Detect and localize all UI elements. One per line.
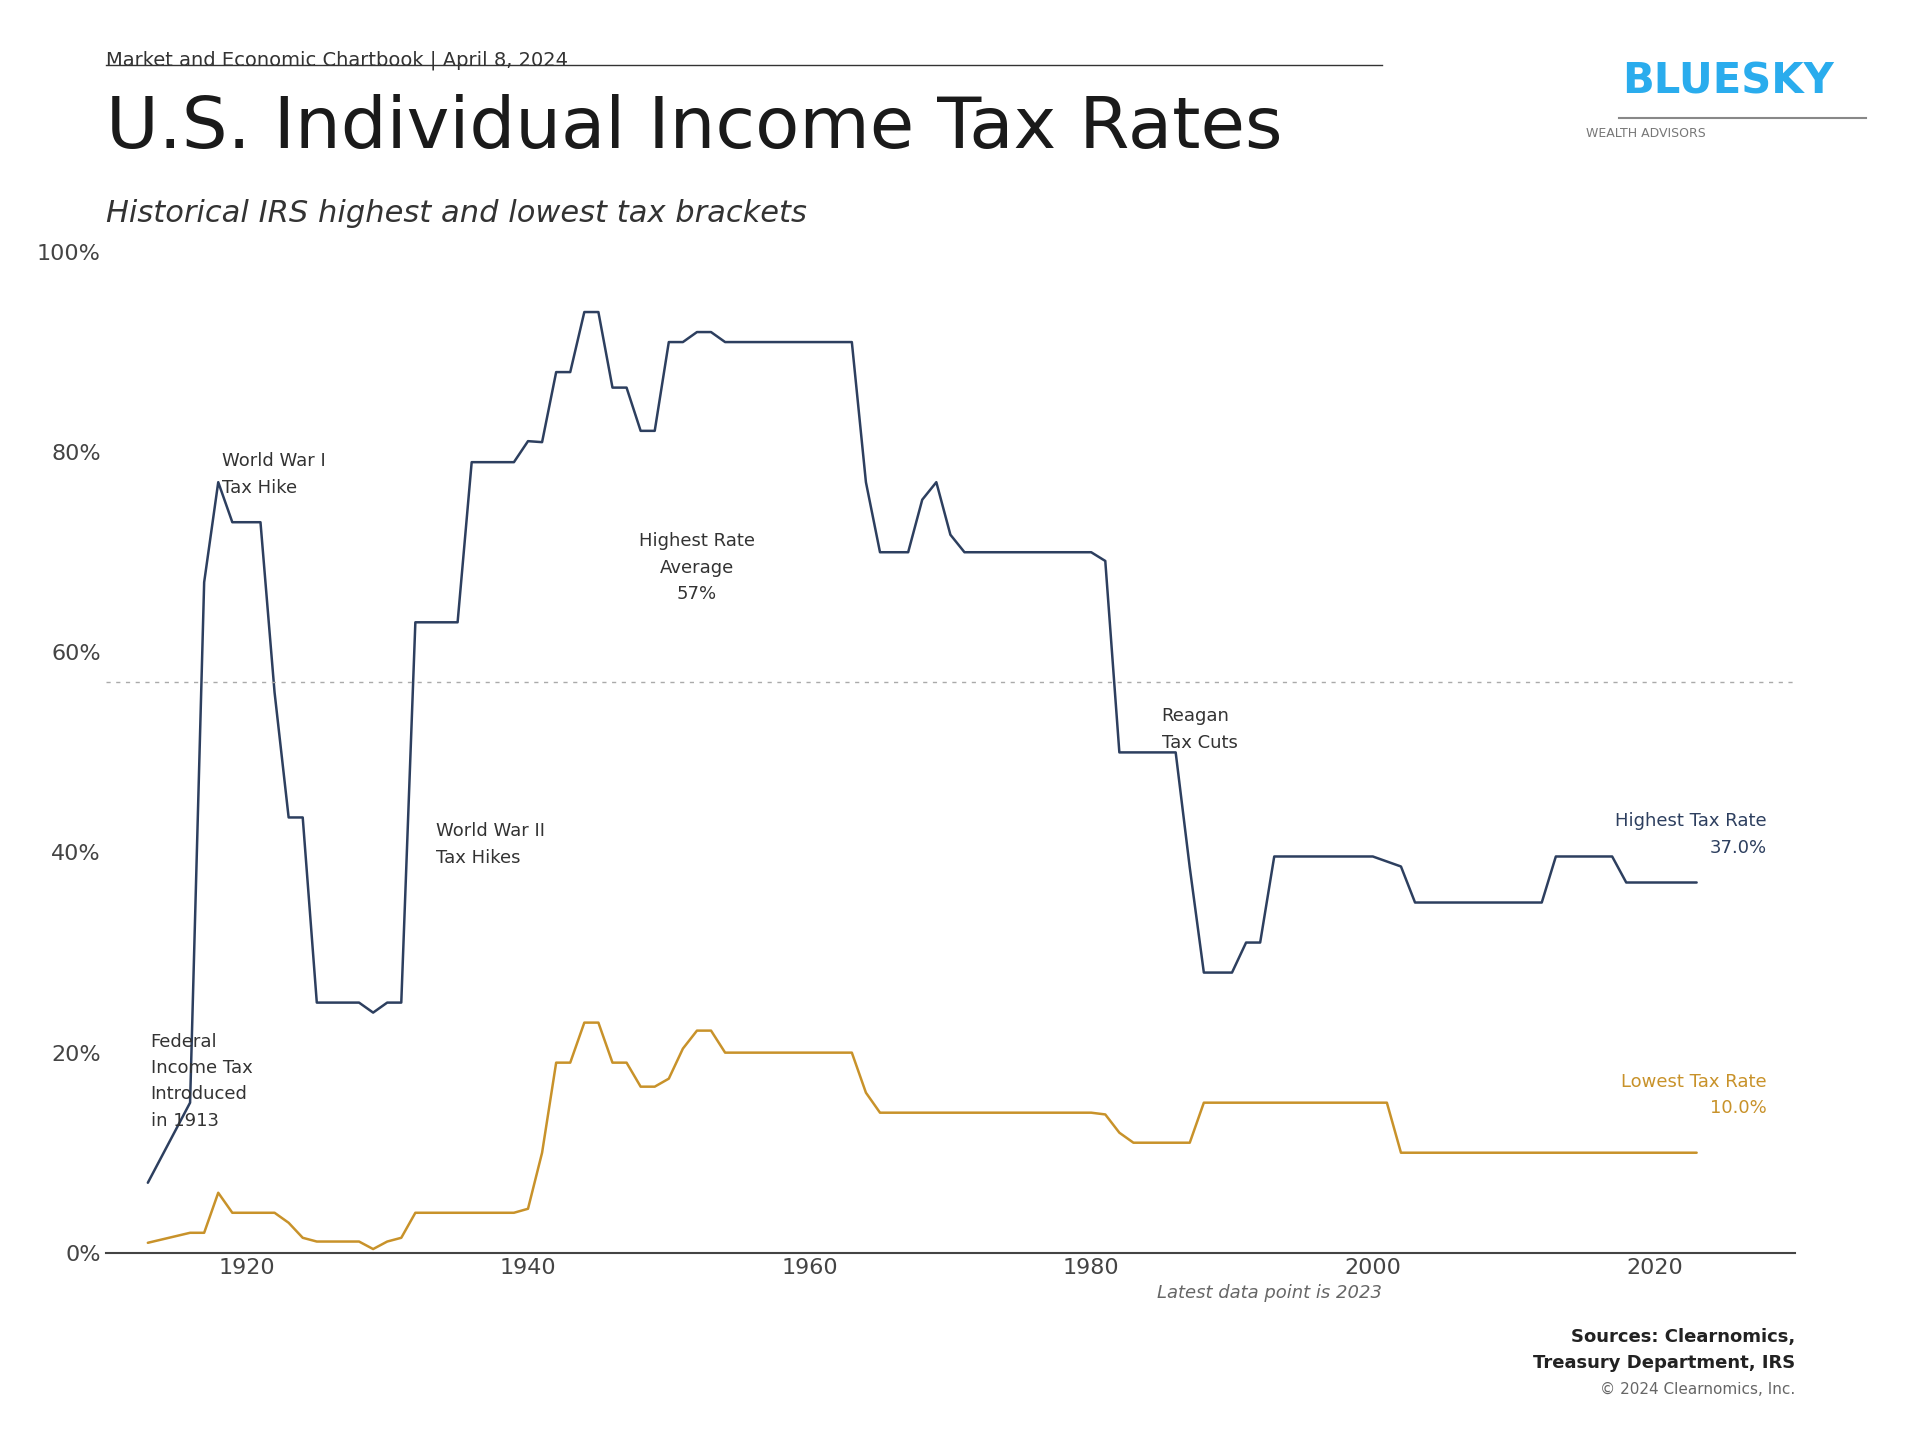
Text: WEALTH ADVISORS: WEALTH ADVISORS bbox=[1586, 127, 1705, 140]
Text: Historical IRS highest and lowest tax brackets: Historical IRS highest and lowest tax br… bbox=[106, 199, 806, 228]
Text: World War I
Tax Hike: World War I Tax Hike bbox=[223, 452, 326, 497]
Text: World War II
Tax Hikes: World War II Tax Hikes bbox=[436, 822, 545, 867]
Text: Federal
Income Tax
Introduced
in 1913: Federal Income Tax Introduced in 1913 bbox=[150, 1032, 252, 1130]
Text: Highest Rate
Average
57%: Highest Rate Average 57% bbox=[639, 533, 755, 603]
Text: Lowest Tax Rate
10.0%: Lowest Tax Rate 10.0% bbox=[1620, 1073, 1766, 1117]
Text: Market and Economic Chartbook | April 8, 2024: Market and Economic Chartbook | April 8,… bbox=[106, 50, 568, 71]
Text: Reagan
Tax Cuts: Reagan Tax Cuts bbox=[1162, 707, 1238, 752]
Text: Highest Tax Rate
37.0%: Highest Tax Rate 37.0% bbox=[1615, 812, 1766, 857]
Text: U.S. Individual Income Tax Rates: U.S. Individual Income Tax Rates bbox=[106, 94, 1283, 163]
Text: © 2024 Clearnomics, Inc.: © 2024 Clearnomics, Inc. bbox=[1599, 1382, 1795, 1397]
Text: BLUESKY: BLUESKY bbox=[1622, 60, 1834, 102]
Text: Sources: Clearnomics,
Treasury Department, IRS: Sources: Clearnomics, Treasury Departmen… bbox=[1532, 1328, 1795, 1372]
Text: Latest data point is 2023: Latest data point is 2023 bbox=[1158, 1284, 1382, 1302]
